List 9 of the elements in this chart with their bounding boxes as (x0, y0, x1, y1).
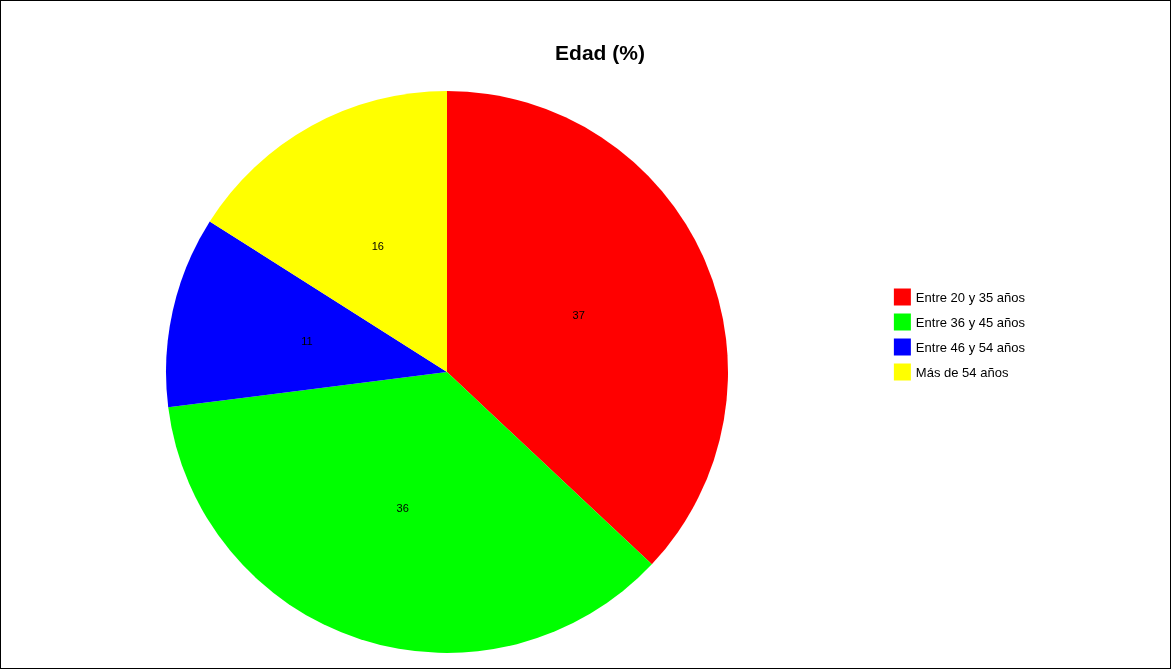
data-label: 16 (371, 240, 384, 253)
legend-label: Entre 36 y 45 años (915, 314, 1026, 330)
legend-label: Entre 46 y 54 años (915, 339, 1026, 355)
data-label: 36 (396, 502, 409, 515)
legend-label: Más de 54 años (915, 364, 1009, 380)
legend-label: Entre 20 y 35 años (915, 289, 1026, 305)
data-label: 37 (572, 309, 585, 322)
data-label: 11 (301, 334, 313, 347)
chart-title: Edad (%) (555, 41, 645, 64)
